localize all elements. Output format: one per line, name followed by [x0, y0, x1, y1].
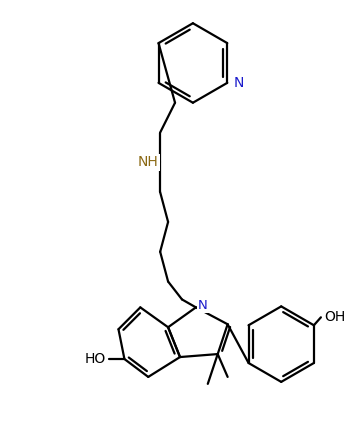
Text: OH: OH [324, 310, 345, 324]
Text: N: N [198, 299, 208, 312]
Text: N: N [233, 76, 244, 90]
Text: HO: HO [84, 352, 105, 366]
Text: NH: NH [138, 155, 158, 169]
